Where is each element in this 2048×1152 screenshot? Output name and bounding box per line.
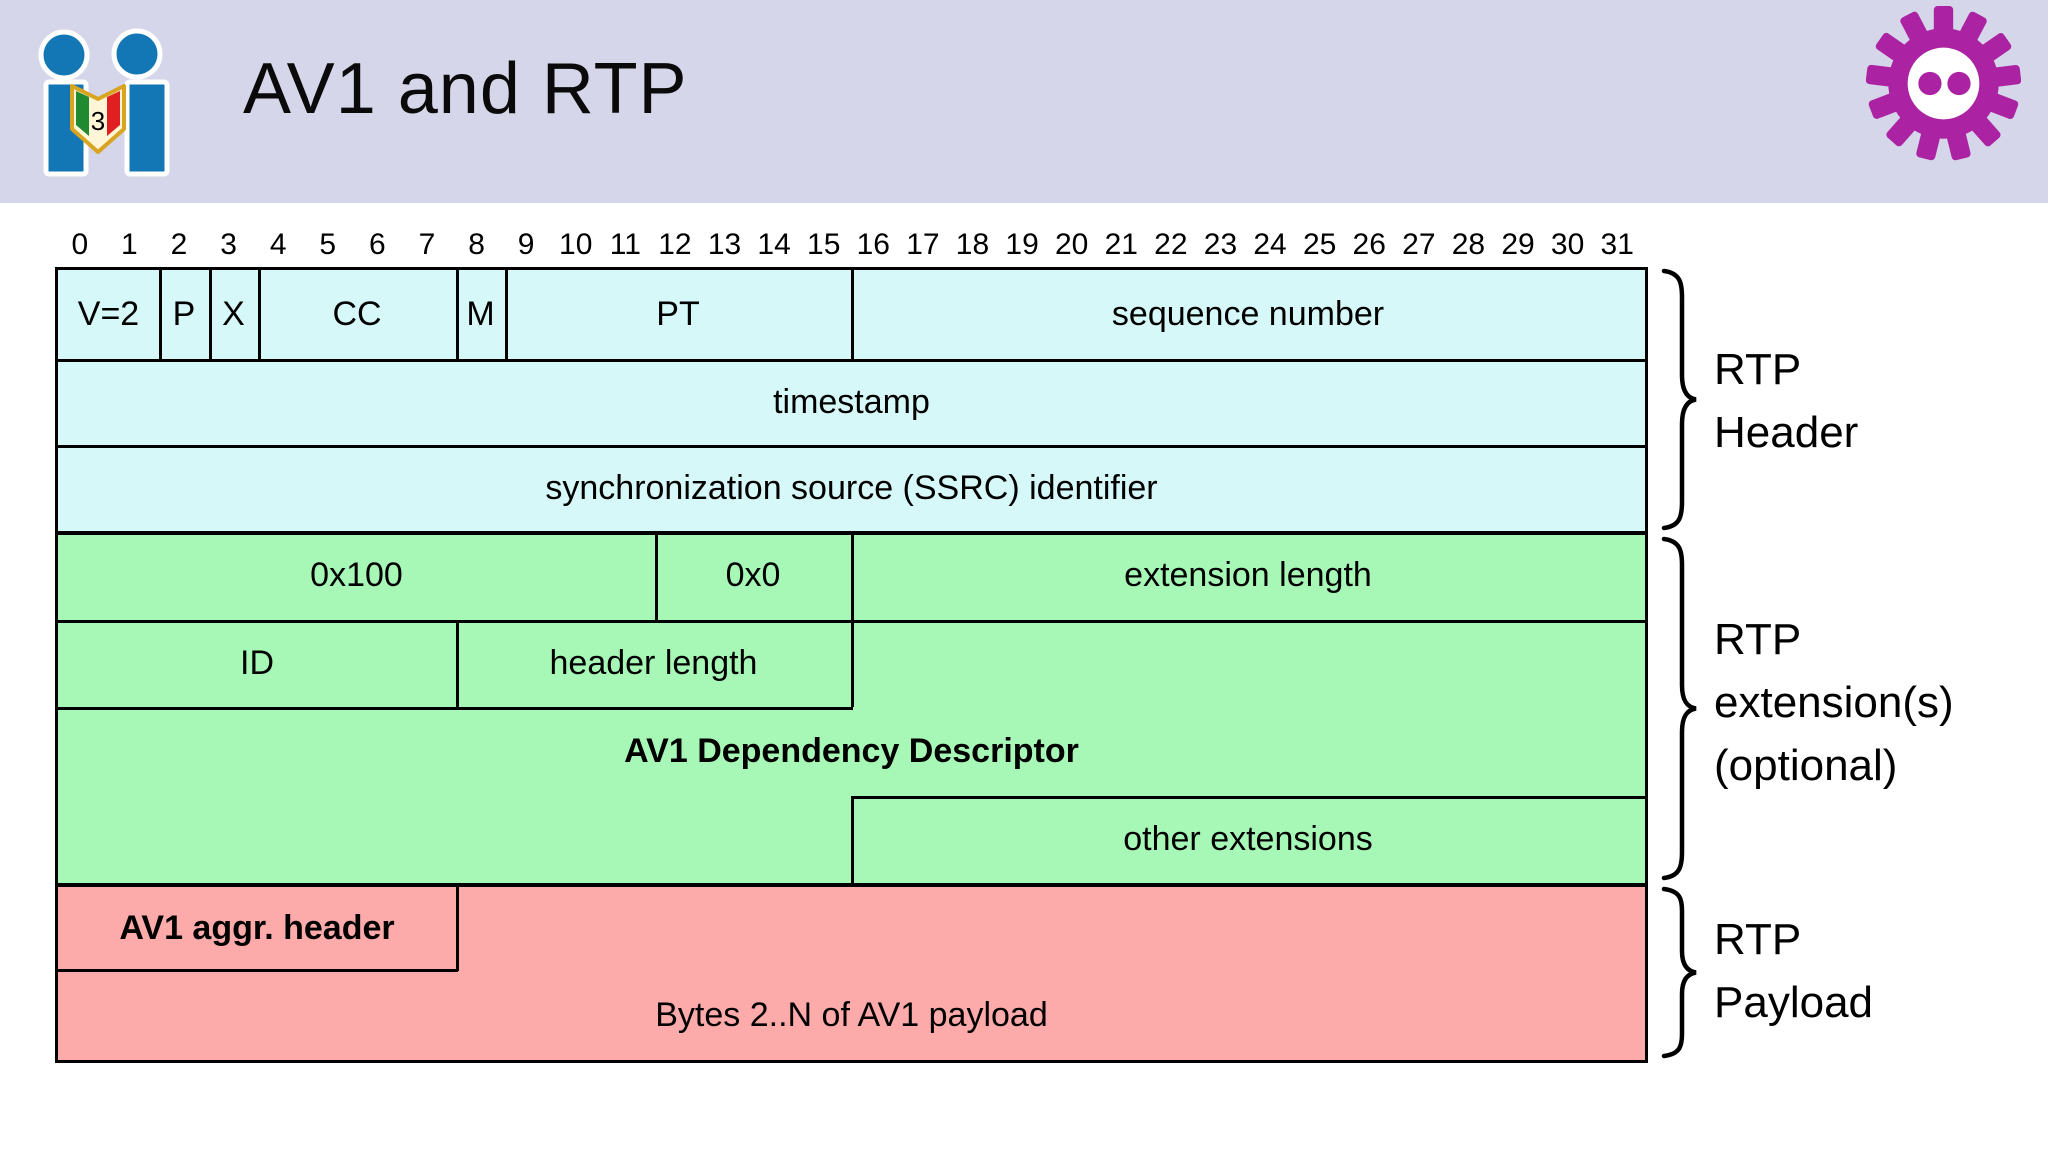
other-extensions-top-line (853, 796, 1645, 799)
rtp-payload-label: RTP Payload (1714, 915, 1874, 1027)
bit-label: 1 (121, 228, 138, 261)
field-timestamp: timestamp (773, 382, 930, 421)
cell-divider (456, 620, 459, 707)
bit-label: 2 (170, 228, 188, 261)
bit-label: 30 (1550, 228, 1585, 261)
bit-label: 19 (1005, 228, 1039, 261)
page-title: AV1 and RTP (243, 49, 688, 129)
field-header-length: header length (549, 644, 758, 682)
bit-label: 5 (319, 228, 337, 261)
cell-divider (505, 270, 508, 359)
cell-divider (851, 620, 854, 707)
rtp-header-brace (1661, 268, 1697, 531)
cell-divider (655, 531, 658, 620)
field-av1-aggr-header: AV1 aggr. header (119, 908, 395, 947)
bit-label: 28 (1451, 228, 1486, 261)
bit-label: 22 (1154, 228, 1188, 261)
bit-label: 17 (906, 228, 940, 261)
bit-label: 27 (1402, 228, 1436, 261)
cell-divider (456, 270, 459, 359)
bit-label: 8 (468, 228, 485, 261)
field-other-extensions: other extensions (1123, 820, 1373, 858)
row-divider (58, 445, 1645, 448)
bit-label: 3 (220, 228, 237, 261)
bit-label: 9 (517, 228, 535, 261)
field-cc: CC (332, 295, 382, 333)
bit-label: 14 (757, 228, 791, 261)
bit-label: 25 (1302, 228, 1337, 261)
rtp-extension-label: RTP extension(s) (optional) (1714, 615, 1954, 790)
bit-label: 11 (609, 228, 641, 261)
field-appbits: 0x0 (725, 556, 781, 594)
badge-number: 3 (91, 106, 105, 136)
rtp-payload-brace (1661, 886, 1697, 1059)
bit-label: 26 (1352, 228, 1386, 261)
rtp-payload-band (58, 885, 1645, 1060)
field-av1-payload: Bytes 2..N of AV1 payload (655, 996, 1048, 1034)
field-extension-flag: X (222, 295, 245, 333)
rtp-header-label: RTP Header (1714, 345, 1859, 457)
cell-divider (258, 270, 261, 359)
meetecho-people-logo: 3 (38, 28, 170, 177)
bit-label: 4 (269, 228, 287, 261)
field-sequence-number: sequence number (1111, 295, 1385, 333)
bit-label: 31 (1600, 228, 1634, 261)
rtp-packet-diagram: V=2 P X CC M PT sequence number timestam… (55, 267, 1648, 1063)
aggr-header-right-line (456, 885, 459, 971)
bit-label: 7 (418, 228, 436, 261)
cell-divider (851, 270, 854, 359)
slide-header-band: 3 AV1 and RTP (0, 0, 2048, 203)
other-extensions-left-line (851, 796, 854, 885)
badge-green-stripe (76, 91, 89, 136)
aggr-header-bottom-line (58, 969, 458, 972)
id-row-bottom-line (58, 707, 853, 710)
bit-label: 15 (807, 228, 841, 261)
field-payload-type: PT (656, 295, 700, 333)
field-padding: P (172, 295, 196, 333)
bit-label: 23 (1203, 228, 1238, 261)
bit-label: 16 (856, 228, 890, 261)
cell-divider (159, 270, 162, 359)
badge-red-stripe (107, 91, 120, 136)
bit-number-ruler: 0 1 2 3 4 5 6 7 8 9 10 11 12 13 14 15 16… (55, 228, 1642, 262)
bit-label: 24 (1253, 228, 1287, 261)
field-defined-by-profile: 0x100 (310, 556, 403, 594)
bit-label: 13 (707, 228, 742, 261)
fosdem-gear-logo (1866, 6, 2021, 161)
bit-label: 18 (955, 228, 990, 261)
field-extension-length: extension length (1124, 556, 1372, 594)
bit-label: 6 (369, 228, 386, 261)
field-ssrc: synchronization source (SSRC) identifier (545, 468, 1158, 507)
cell-divider (209, 270, 212, 359)
cell-divider (851, 531, 854, 620)
field-version: V=2 (77, 295, 140, 333)
bit-label: 12 (658, 228, 692, 261)
field-av1-dependency-descriptor: AV1 Dependency Descriptor (624, 732, 1079, 770)
bit-label: 29 (1501, 228, 1535, 261)
bit-label: 20 (1054, 228, 1089, 261)
field-extension-id: ID (240, 644, 274, 682)
bit-label: 10 (559, 228, 593, 261)
field-marker: M (466, 295, 495, 333)
extension-payload-divider (58, 883, 1645, 887)
bit-label: 21 (1104, 228, 1138, 261)
row-divider (58, 359, 1645, 362)
rtp-extension-brace (1661, 536, 1697, 881)
bit-label: 0 (71, 228, 89, 261)
